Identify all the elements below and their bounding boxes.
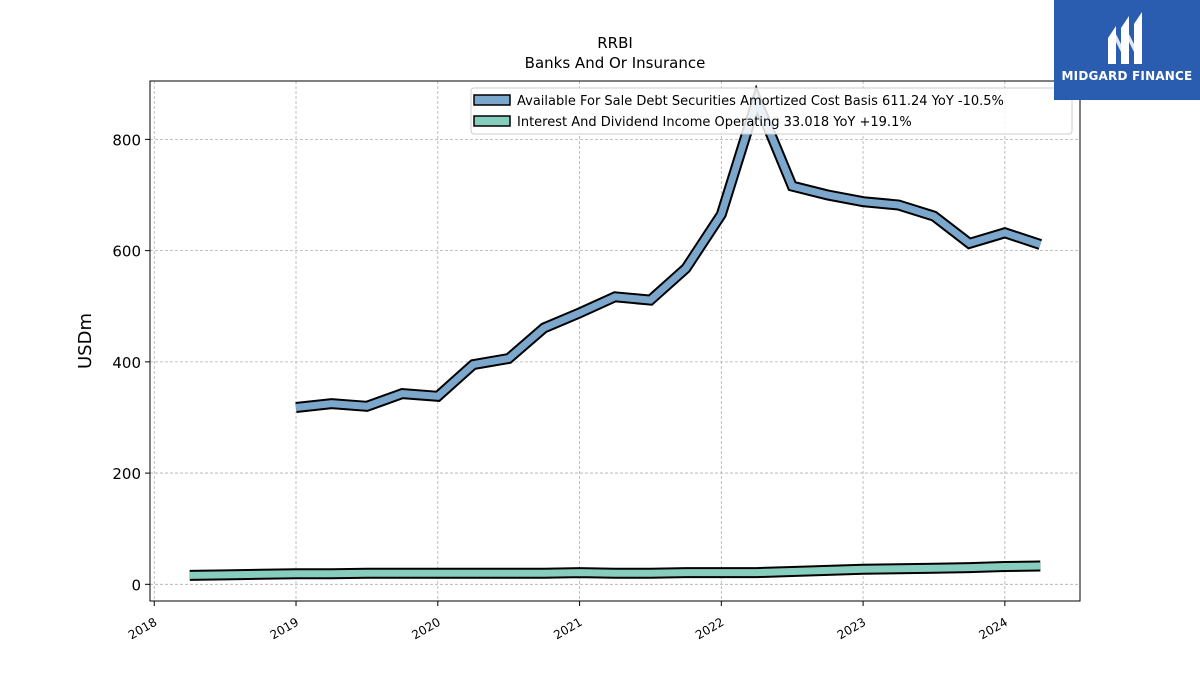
legend-label: Available For Sale Debt Securities Amort… <box>517 94 1004 109</box>
series-line-1 <box>189 562 1041 579</box>
series-outline-0 <box>295 84 1043 413</box>
chart-subtitle: Banks And Or Insurance <box>525 54 706 72</box>
y-tick-label: 200 <box>112 465 141 483</box>
series-line-0 <box>295 90 1042 411</box>
series-layer <box>189 84 1043 581</box>
x-tick-label: 2023 <box>835 615 868 642</box>
legend-swatch <box>473 115 511 127</box>
brand-logo: MIDGARD FINANCE <box>1054 0 1200 100</box>
brand-name: MIDGARD FINANCE <box>1061 69 1193 83</box>
y-axis: 0 200 400 600 800 <box>112 131 150 594</box>
y-tick-label: 400 <box>112 354 141 372</box>
legend: Available For Sale Debt Securities Amort… <box>470 87 1073 135</box>
x-axis: 2018 2019 2020 2021 2022 2023 2024 <box>126 601 1010 642</box>
x-tick-label: 2018 <box>126 615 159 642</box>
y-tick-label: 0 <box>131 576 141 594</box>
grid-lines <box>150 81 1080 601</box>
x-tick-label: 2019 <box>268 615 301 642</box>
brand-mark-icon <box>1108 12 1142 64</box>
x-tick-label: 2021 <box>551 615 584 642</box>
y-axis-label: USDm <box>75 313 96 369</box>
chart-title: RRBI <box>597 34 633 52</box>
y-tick-label: 800 <box>112 131 141 149</box>
legend-label: Interest And Dividend Income Operating 3… <box>517 115 912 130</box>
legend-swatch <box>473 94 511 106</box>
x-tick-label: 2020 <box>409 615 442 642</box>
x-tick-label: 2024 <box>977 615 1010 642</box>
x-tick-label: 2022 <box>693 615 726 642</box>
plot-frame <box>149 80 1081 602</box>
y-tick-label: 600 <box>112 243 141 261</box>
legend-box <box>470 87 1073 135</box>
